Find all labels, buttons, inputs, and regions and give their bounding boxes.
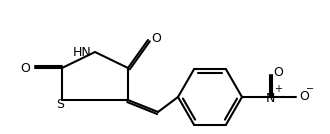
Text: O: O [273, 66, 283, 79]
Text: N: N [265, 92, 275, 105]
Text: +: + [274, 84, 282, 94]
Text: O: O [299, 90, 309, 103]
Text: O: O [20, 62, 30, 75]
Text: S: S [56, 98, 64, 111]
Text: −: − [306, 84, 314, 94]
Text: O: O [151, 31, 161, 44]
Text: HN: HN [72, 46, 91, 59]
